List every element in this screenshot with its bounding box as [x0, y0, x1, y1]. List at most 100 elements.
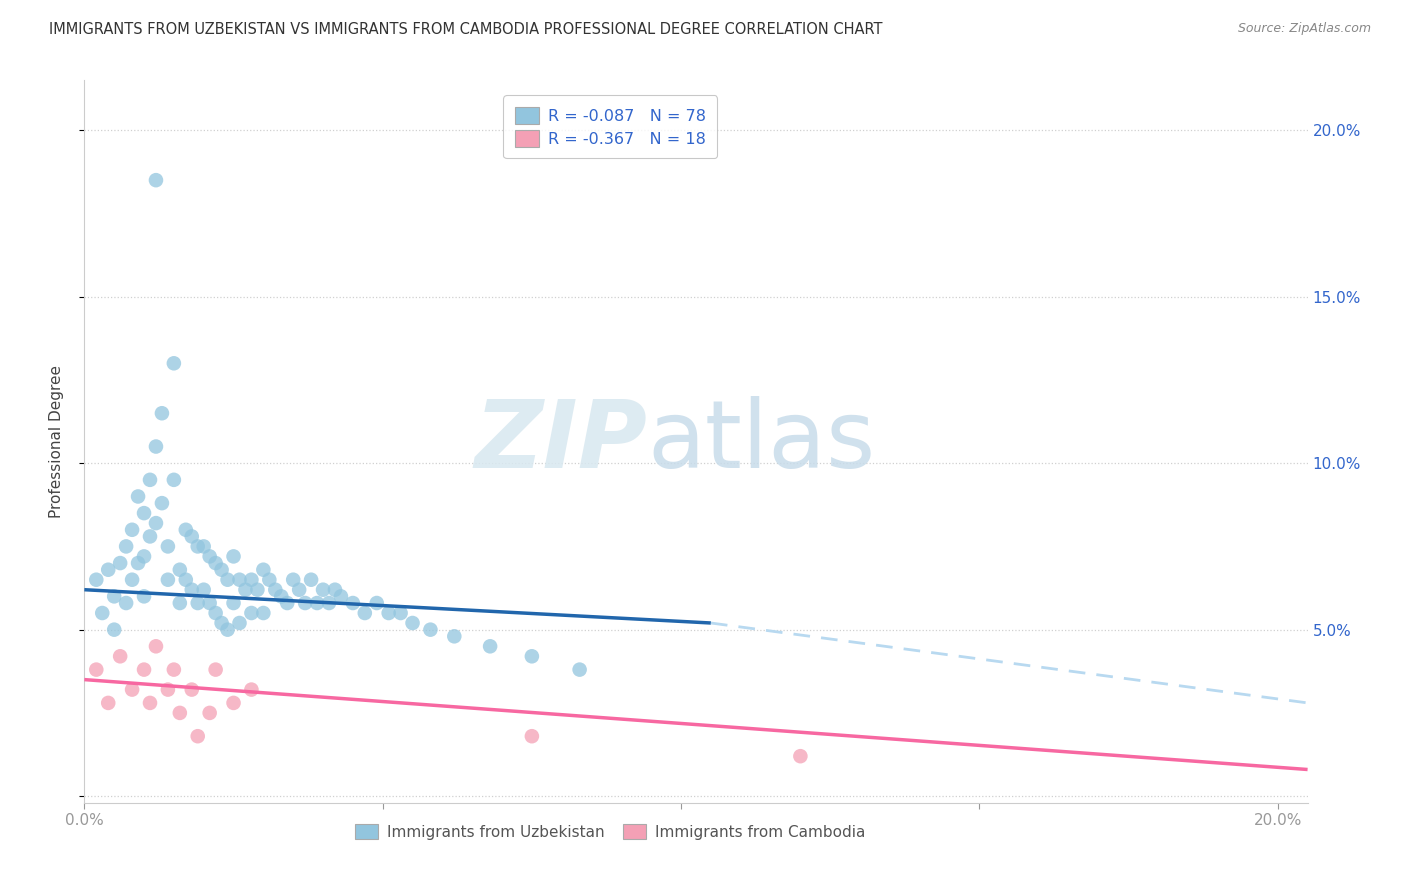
Point — [115, 596, 138, 610]
Point — [276, 596, 298, 610]
Point — [150, 406, 173, 420]
Point — [270, 590, 292, 604]
Point — [329, 590, 352, 604]
Point — [479, 640, 502, 654]
Point — [228, 573, 250, 587]
Point — [568, 663, 591, 677]
Point — [132, 549, 155, 564]
Point — [145, 516, 167, 530]
Text: atlas: atlas — [647, 395, 876, 488]
Point — [222, 696, 245, 710]
Point — [156, 682, 179, 697]
Point — [222, 549, 245, 564]
Point — [156, 540, 179, 554]
Point — [318, 596, 340, 610]
Point — [294, 596, 316, 610]
Legend: Immigrants from Uzbekistan, Immigrants from Cambodia: Immigrants from Uzbekistan, Immigrants f… — [349, 818, 872, 846]
Point — [342, 596, 364, 610]
Point — [198, 596, 221, 610]
Point — [169, 596, 191, 610]
Point — [163, 663, 186, 677]
Point — [121, 682, 143, 697]
Point — [299, 573, 322, 587]
Point — [121, 523, 143, 537]
Point — [520, 729, 543, 743]
Point — [180, 582, 202, 597]
Point — [127, 490, 149, 504]
Point — [169, 706, 191, 720]
Point — [353, 606, 375, 620]
Point — [240, 606, 263, 620]
Point — [187, 729, 209, 743]
Point — [115, 540, 138, 554]
Point — [108, 649, 131, 664]
Point — [108, 556, 131, 570]
Point — [145, 640, 167, 654]
Point — [366, 596, 388, 610]
Y-axis label: Professional Degree: Professional Degree — [49, 365, 63, 518]
Point — [187, 596, 209, 610]
Point — [217, 623, 239, 637]
Point — [377, 606, 399, 620]
Point — [419, 623, 441, 637]
Point — [401, 615, 423, 630]
Point — [180, 529, 202, 543]
Point — [180, 682, 202, 697]
Point — [84, 573, 107, 587]
Point — [132, 506, 155, 520]
Point — [211, 563, 233, 577]
Point — [163, 356, 186, 370]
Point — [163, 473, 186, 487]
Point — [246, 582, 269, 597]
Point — [240, 682, 263, 697]
Point — [187, 540, 209, 554]
Point — [150, 496, 173, 510]
Text: IMMIGRANTS FROM UZBEKISTAN VS IMMIGRANTS FROM CAMBODIA PROFESSIONAL DEGREE CORRE: IMMIGRANTS FROM UZBEKISTAN VS IMMIGRANTS… — [49, 22, 883, 37]
Point — [132, 663, 155, 677]
Point — [389, 606, 412, 620]
Point — [193, 540, 215, 554]
Point — [139, 529, 162, 543]
Text: Source: ZipAtlas.com: Source: ZipAtlas.com — [1237, 22, 1371, 36]
Point — [198, 549, 221, 564]
Point — [252, 563, 274, 577]
Point — [283, 573, 305, 587]
Point — [145, 173, 167, 187]
Point — [789, 749, 811, 764]
Point — [443, 629, 465, 643]
Text: ZIP: ZIP — [474, 395, 647, 488]
Point — [323, 582, 346, 597]
Point — [198, 706, 221, 720]
Point — [235, 582, 257, 597]
Point — [156, 573, 179, 587]
Point — [252, 606, 274, 620]
Point — [264, 582, 287, 597]
Point — [204, 556, 226, 570]
Point — [217, 573, 239, 587]
Point — [91, 606, 114, 620]
Point — [211, 615, 233, 630]
Point — [145, 440, 167, 454]
Point — [307, 596, 329, 610]
Point — [259, 573, 281, 587]
Point — [204, 663, 226, 677]
Point — [103, 590, 125, 604]
Point — [193, 582, 215, 597]
Point — [520, 649, 543, 664]
Point — [139, 696, 162, 710]
Point — [121, 573, 143, 587]
Point — [288, 582, 311, 597]
Point — [169, 563, 191, 577]
Point — [132, 590, 155, 604]
Point — [204, 606, 226, 620]
Point — [312, 582, 335, 597]
Point — [103, 623, 125, 637]
Point — [228, 615, 250, 630]
Point — [97, 696, 120, 710]
Point — [127, 556, 149, 570]
Point — [174, 573, 197, 587]
Point — [139, 473, 162, 487]
Point — [174, 523, 197, 537]
Point — [97, 563, 120, 577]
Point — [84, 663, 107, 677]
